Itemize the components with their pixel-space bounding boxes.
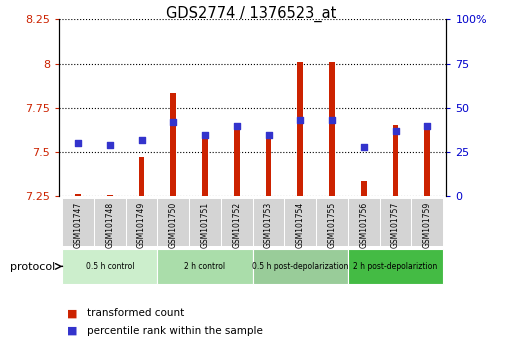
Bar bbox=[253, 249, 348, 284]
Bar bbox=[62, 249, 157, 284]
Point bbox=[423, 123, 431, 129]
Bar bbox=[411, 198, 443, 246]
Bar bbox=[189, 198, 221, 246]
Bar bbox=[424, 123, 430, 196]
Text: percentile rank within the sample: percentile rank within the sample bbox=[87, 326, 263, 336]
Text: 0.5 h post-depolarization: 0.5 h post-depolarization bbox=[252, 262, 348, 271]
Bar bbox=[348, 249, 443, 284]
Text: protocol: protocol bbox=[10, 262, 55, 272]
Text: GSM101752: GSM101752 bbox=[232, 202, 241, 248]
Text: transformed count: transformed count bbox=[87, 308, 185, 318]
Bar bbox=[157, 198, 189, 246]
Text: GSM101753: GSM101753 bbox=[264, 202, 273, 248]
Point bbox=[137, 137, 146, 143]
Point bbox=[169, 119, 177, 125]
Text: ■: ■ bbox=[67, 326, 77, 336]
Text: ■: ■ bbox=[67, 308, 77, 318]
Bar bbox=[107, 195, 113, 196]
Bar bbox=[126, 198, 157, 246]
Bar bbox=[221, 198, 253, 246]
Point bbox=[296, 118, 304, 123]
Bar bbox=[392, 125, 399, 196]
Point bbox=[233, 123, 241, 129]
Text: GDS2774 / 1376523_at: GDS2774 / 1376523_at bbox=[166, 5, 337, 22]
Bar bbox=[202, 133, 208, 196]
Bar bbox=[75, 194, 81, 196]
Text: GSM101749: GSM101749 bbox=[137, 202, 146, 248]
Text: GSM101747: GSM101747 bbox=[73, 202, 83, 248]
Point bbox=[74, 141, 82, 146]
Bar bbox=[266, 133, 271, 196]
Text: 2 h post-depolariztion: 2 h post-depolariztion bbox=[353, 262, 438, 271]
Point bbox=[328, 118, 336, 123]
Point bbox=[360, 144, 368, 150]
Bar bbox=[361, 181, 367, 196]
Bar bbox=[348, 198, 380, 246]
Bar bbox=[329, 62, 335, 196]
Text: GSM101759: GSM101759 bbox=[423, 202, 432, 248]
Text: GSM101756: GSM101756 bbox=[359, 202, 368, 248]
Bar bbox=[284, 198, 316, 246]
Text: GSM101757: GSM101757 bbox=[391, 202, 400, 248]
Point bbox=[106, 142, 114, 148]
Text: GSM101754: GSM101754 bbox=[296, 202, 305, 248]
Bar bbox=[170, 93, 176, 196]
Bar bbox=[157, 249, 253, 284]
Bar bbox=[234, 123, 240, 196]
Bar bbox=[62, 198, 94, 246]
Point bbox=[391, 128, 400, 134]
Text: GSM101750: GSM101750 bbox=[169, 202, 178, 248]
Bar bbox=[298, 62, 303, 196]
Point bbox=[264, 132, 272, 137]
Bar bbox=[316, 198, 348, 246]
Bar bbox=[139, 157, 144, 196]
Bar bbox=[380, 198, 411, 246]
Text: GSM101751: GSM101751 bbox=[201, 202, 209, 248]
Text: GSM101755: GSM101755 bbox=[327, 202, 337, 248]
Text: 0.5 h control: 0.5 h control bbox=[86, 262, 134, 271]
Bar bbox=[94, 198, 126, 246]
Text: 2 h control: 2 h control bbox=[185, 262, 226, 271]
Point bbox=[201, 132, 209, 137]
Bar bbox=[253, 198, 284, 246]
Text: GSM101748: GSM101748 bbox=[105, 202, 114, 248]
